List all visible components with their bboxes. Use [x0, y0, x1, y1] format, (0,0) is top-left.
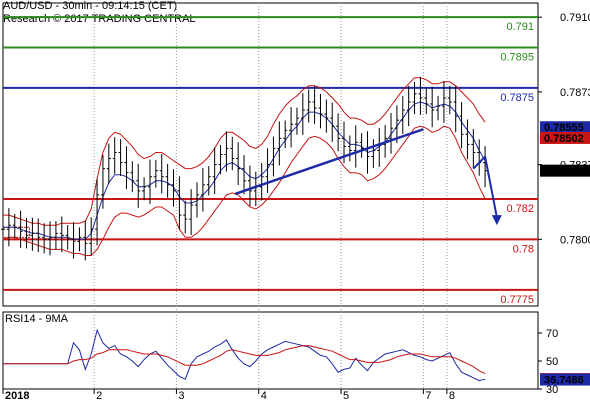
level-label: 0.78: [513, 243, 534, 255]
forecast-arrow-shaft: [484, 156, 498, 218]
rsi-y-tick-label: 70: [546, 328, 558, 340]
x-tick-label: 8: [449, 390, 455, 400]
level-label: 0.791: [506, 21, 534, 33]
price-tag-label: 0.7834: [544, 166, 579, 178]
x-tick-label: 3: [178, 390, 184, 400]
level-label: 0.7895: [500, 51, 534, 63]
x-tick-label: 5: [343, 390, 349, 400]
rsi-series-line: [3, 328, 486, 382]
level-label: 0.782: [506, 203, 534, 215]
y-tick-label: 0.7800: [560, 234, 590, 246]
bollinger-upper-band: [3, 77, 486, 226]
y-tick-label: 0.7873: [560, 87, 590, 99]
initial-range-box: [2, 226, 30, 238]
price-tag-label: 0.78555: [544, 122, 584, 134]
rsi-y-tick-label: 50: [546, 356, 558, 368]
price-tag: [540, 164, 590, 177]
chart-subtitle: Research © 2017 TRADING CENTRAL: [3, 13, 196, 25]
bollinger-lower-band: [2, 125, 486, 256]
rsi-series-line: [3, 345, 486, 375]
level-label: 0.7875: [500, 92, 534, 104]
rsi-panel-frame: [2, 311, 539, 390]
price-tag: [540, 131, 590, 144]
rsi-title: RSI14 - 9MA: [5, 313, 69, 325]
price-tag-label: 0.78502: [544, 133, 584, 145]
level-label: 0.7775: [500, 294, 534, 306]
x-tick-label: 4: [261, 390, 267, 400]
forecast-arrow-head: [491, 215, 502, 226]
rsi-value-tag: [540, 373, 590, 386]
x-tick-label: 7: [425, 390, 431, 400]
x-tick-label: 2018: [5, 390, 29, 400]
x-tick-label: 2: [96, 390, 102, 400]
rsi-value-tag-label: 36.7486: [544, 375, 584, 387]
forecast-arrow-lead: [472, 155, 486, 170]
rsi-y-tick-label: 30: [546, 384, 558, 396]
price-tag: [540, 121, 590, 134]
price-panel-frame: [2, 2, 539, 307]
support-trendline: [234, 128, 424, 196]
